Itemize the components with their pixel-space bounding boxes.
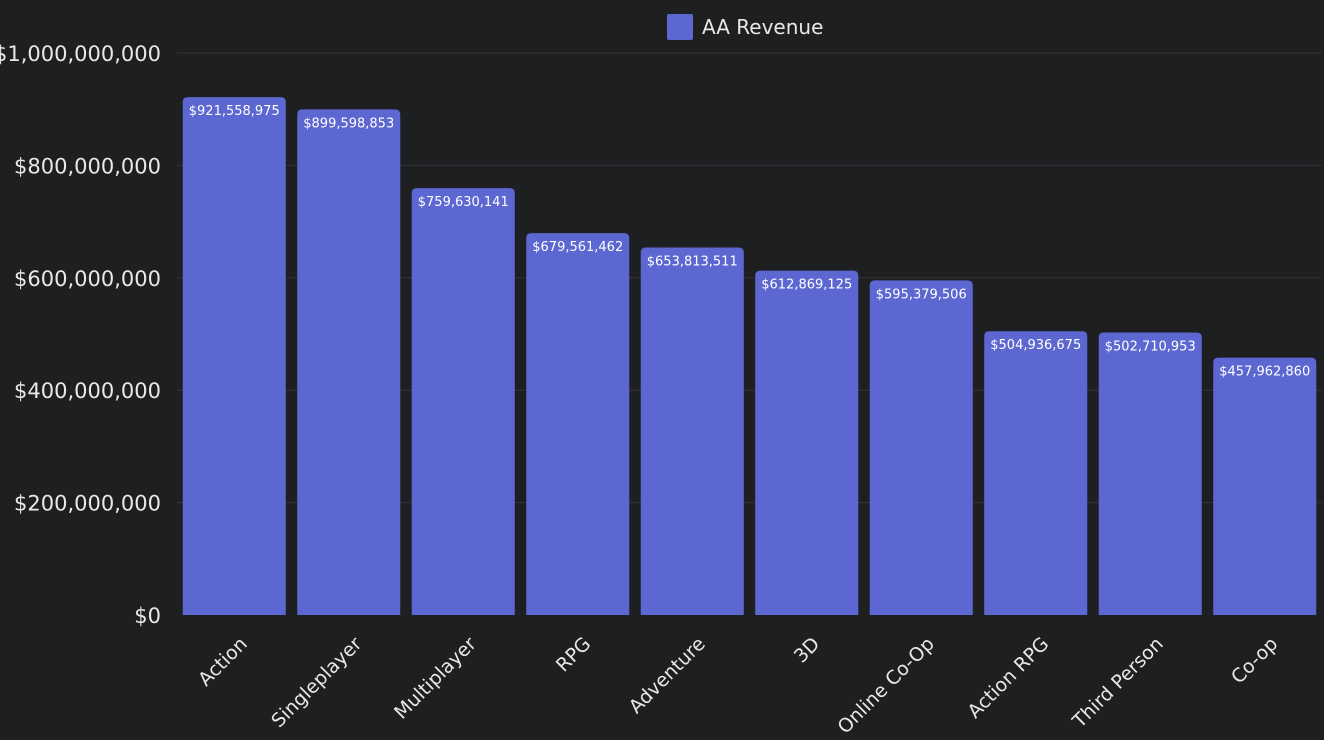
- x-tick-label: Third Person: [1068, 633, 1168, 733]
- x-tick-label: Multiplayer: [390, 633, 481, 724]
- bar: [755, 270, 859, 615]
- chart-legend: AA Revenue: [667, 14, 823, 40]
- data-label: $921,558,975: [189, 104, 280, 119]
- x-tick-label: Action RPG: [964, 633, 1054, 723]
- y-tick-label: $400,000,000: [14, 379, 161, 403]
- y-tick-label: $1,000,000,000: [0, 42, 161, 66]
- bar: [182, 97, 286, 615]
- bar: [869, 280, 973, 615]
- data-label: $504,936,675: [990, 338, 1081, 353]
- x-tick-label: Online Co-Op: [833, 633, 938, 738]
- x-tick-label: Co-op: [1227, 633, 1282, 688]
- y-tick-label: $0: [134, 604, 161, 628]
- bar: [1098, 332, 1202, 615]
- data-label: $653,813,511: [647, 255, 738, 270]
- data-label: $502,710,953: [1105, 339, 1196, 354]
- data-label: $899,598,853: [303, 116, 394, 131]
- x-tick-label: Singleplayer: [267, 633, 366, 732]
- bar: [1213, 357, 1317, 615]
- data-label: $759,630,141: [418, 195, 509, 210]
- data-label: $679,561,462: [532, 240, 623, 255]
- y-tick-label: $600,000,000: [14, 267, 161, 291]
- x-tick-label: Adventure: [625, 633, 710, 718]
- bar: [640, 247, 744, 615]
- y-tick-label: $800,000,000: [14, 154, 161, 178]
- legend-label-aa-revenue: AA Revenue: [702, 15, 824, 39]
- bar: [297, 109, 401, 615]
- x-tick-label: 3D: [790, 633, 824, 667]
- x-tick-label: Action: [194, 633, 252, 691]
- data-label: $457,962,860: [1219, 365, 1310, 380]
- x-tick-label: RPG: [552, 633, 595, 676]
- legend-swatch-aa-revenue: [667, 14, 693, 40]
- bar: [526, 233, 630, 615]
- data-label: $612,869,125: [761, 278, 852, 293]
- bar: [411, 188, 515, 615]
- y-tick-label: $200,000,000: [14, 492, 161, 516]
- data-label: $595,379,506: [876, 287, 967, 302]
- bar: [984, 331, 1088, 615]
